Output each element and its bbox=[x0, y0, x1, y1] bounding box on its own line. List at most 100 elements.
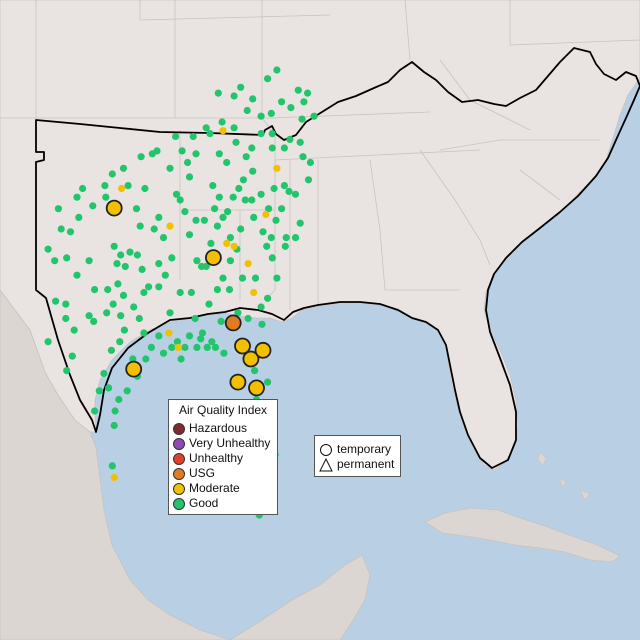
station-marker-good[interactable] bbox=[198, 329, 207, 337]
station-marker-good[interactable] bbox=[300, 98, 308, 106]
station-marker-good[interactable] bbox=[239, 176, 247, 184]
station-marker-good[interactable] bbox=[213, 222, 221, 230]
station-marker-good[interactable] bbox=[140, 329, 148, 337]
station-marker-good[interactable] bbox=[104, 286, 112, 294]
station-marker-good[interactable] bbox=[294, 86, 302, 94]
station-marker-moderate[interactable] bbox=[273, 164, 281, 172]
station-marker-good[interactable] bbox=[117, 251, 125, 259]
station-marker-good[interactable] bbox=[91, 407, 99, 415]
station-marker-good[interactable] bbox=[209, 182, 217, 190]
station-marker-moderate-large[interactable] bbox=[125, 360, 143, 378]
station-marker-moderate[interactable] bbox=[166, 222, 174, 230]
station-marker-good[interactable] bbox=[265, 205, 273, 213]
station-marker-moderate[interactable] bbox=[262, 210, 270, 219]
station-marker-good[interactable] bbox=[166, 164, 174, 172]
station-marker-good[interactable] bbox=[215, 150, 223, 158]
station-marker-moderate[interactable] bbox=[230, 242, 238, 250]
station-marker-usg-large[interactable] bbox=[224, 314, 242, 332]
station-marker-good[interactable] bbox=[230, 124, 238, 132]
station-marker-good[interactable] bbox=[109, 300, 117, 308]
station-marker-good[interactable] bbox=[272, 216, 280, 224]
station-marker-good[interactable] bbox=[278, 98, 286, 106]
station-marker-good[interactable] bbox=[280, 182, 288, 190]
station-marker-moderate-large[interactable] bbox=[204, 249, 222, 267]
station-marker-good[interactable] bbox=[281, 242, 289, 250]
station-marker-good[interactable] bbox=[273, 66, 281, 74]
station-marker-good[interactable] bbox=[250, 213, 258, 221]
station-marker-good[interactable] bbox=[166, 309, 174, 317]
station-marker-good[interactable] bbox=[304, 89, 312, 97]
station-marker-good[interactable] bbox=[264, 75, 272, 83]
station-marker-good[interactable] bbox=[89, 202, 97, 210]
station-marker-good[interactable] bbox=[63, 367, 71, 375]
station-marker-good[interactable] bbox=[101, 182, 109, 190]
station-marker-good[interactable] bbox=[205, 300, 213, 308]
station-marker-good[interactable] bbox=[117, 312, 125, 320]
station-marker-good[interactable] bbox=[286, 135, 294, 143]
station-marker-good[interactable] bbox=[219, 213, 227, 221]
station-marker-good[interactable] bbox=[113, 260, 121, 268]
station-marker-good[interactable] bbox=[264, 378, 272, 386]
station-marker-good[interactable] bbox=[73, 193, 81, 201]
station-marker-good[interactable] bbox=[176, 288, 184, 297]
station-marker-good[interactable] bbox=[224, 208, 232, 216]
station-marker-good[interactable] bbox=[124, 182, 132, 190]
station-marker-good[interactable] bbox=[192, 150, 200, 158]
station-marker-good[interactable] bbox=[230, 92, 238, 100]
station-marker-good[interactable] bbox=[111, 407, 119, 415]
station-marker-good[interactable] bbox=[185, 231, 194, 239]
station-marker-good[interactable] bbox=[232, 138, 240, 146]
station-marker-good[interactable] bbox=[278, 205, 286, 213]
station-marker-good[interactable] bbox=[85, 257, 93, 265]
station-marker-good[interactable] bbox=[119, 164, 128, 172]
station-marker-good[interactable] bbox=[200, 216, 208, 224]
station-marker-good[interactable] bbox=[44, 338, 52, 346]
station-marker-good[interactable] bbox=[181, 343, 189, 351]
station-marker-good[interactable] bbox=[268, 130, 276, 138]
station-marker-good[interactable] bbox=[268, 144, 276, 152]
station-marker-good[interactable] bbox=[68, 352, 76, 360]
station-marker-good[interactable] bbox=[176, 196, 184, 204]
station-marker-moderate[interactable] bbox=[174, 343, 182, 351]
station-marker-good[interactable] bbox=[193, 343, 201, 351]
station-marker-good[interactable] bbox=[155, 283, 163, 291]
station-marker-good[interactable] bbox=[168, 343, 176, 351]
station-marker-good[interactable] bbox=[52, 297, 60, 305]
station-marker-good[interactable] bbox=[189, 132, 197, 141]
station-marker-good[interactable] bbox=[296, 138, 304, 146]
station-marker-good[interactable] bbox=[244, 314, 252, 323]
station-marker-moderate[interactable] bbox=[250, 288, 258, 297]
station-marker-good[interactable] bbox=[147, 343, 155, 351]
station-marker-good[interactable] bbox=[100, 369, 108, 378]
station-marker-good[interactable] bbox=[185, 173, 194, 181]
station-marker-good[interactable] bbox=[203, 343, 211, 351]
station-marker-good[interactable] bbox=[285, 187, 293, 195]
station-marker-good[interactable] bbox=[202, 262, 210, 271]
station-marker-good[interactable] bbox=[119, 291, 128, 299]
station-marker-good[interactable] bbox=[223, 158, 231, 167]
station-marker-good[interactable] bbox=[213, 286, 221, 294]
station-marker-good[interactable] bbox=[235, 184, 243, 193]
station-marker-good[interactable] bbox=[130, 303, 138, 311]
station-marker-good[interactable] bbox=[177, 355, 185, 363]
station-marker-good[interactable] bbox=[155, 332, 163, 340]
station-marker-good[interactable] bbox=[268, 254, 276, 262]
station-marker-good[interactable] bbox=[115, 395, 123, 404]
station-marker-good[interactable] bbox=[102, 193, 110, 201]
station-marker-good[interactable] bbox=[218, 118, 226, 126]
station-marker-good[interactable] bbox=[90, 317, 98, 325]
station-marker-good[interactable] bbox=[159, 234, 168, 242]
station-marker-good[interactable] bbox=[192, 216, 200, 224]
station-marker-good[interactable] bbox=[110, 242, 118, 250]
station-marker-good[interactable] bbox=[217, 317, 225, 325]
station-marker-good[interactable] bbox=[202, 124, 210, 132]
station-marker-good[interactable] bbox=[66, 228, 75, 236]
station-marker-good[interactable] bbox=[226, 257, 234, 265]
station-marker-good[interactable] bbox=[103, 309, 111, 317]
station-marker-moderate[interactable] bbox=[165, 329, 173, 337]
station-marker-good[interactable] bbox=[215, 193, 223, 201]
station-marker-good[interactable] bbox=[206, 130, 214, 138]
station-marker-good[interactable] bbox=[168, 254, 176, 262]
station-marker-good[interactable] bbox=[73, 271, 81, 279]
station-marker-good[interactable] bbox=[197, 335, 205, 343]
